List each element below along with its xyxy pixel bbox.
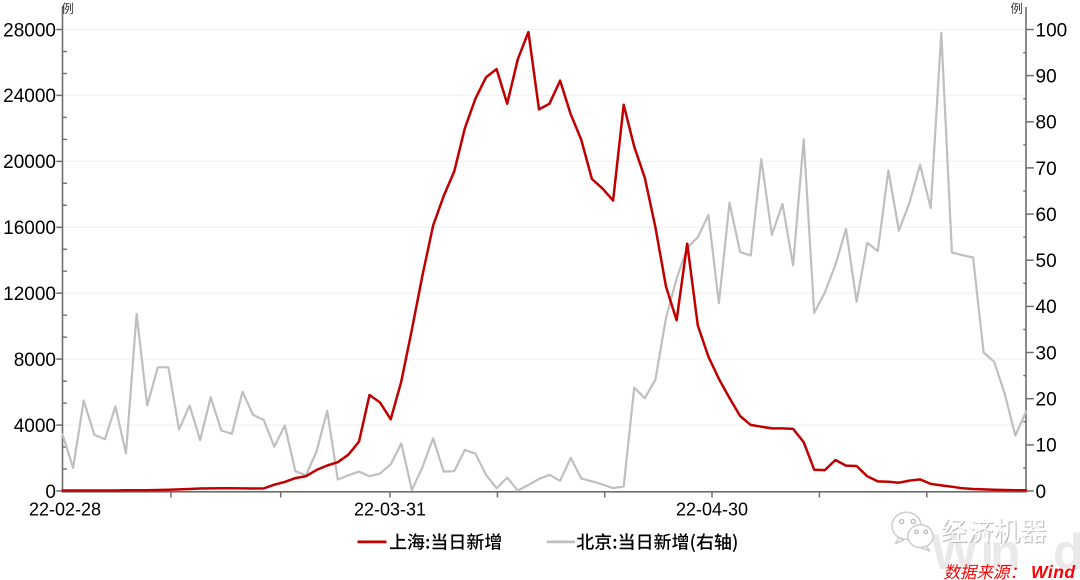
svg-text:24000: 24000	[3, 86, 56, 107]
svg-text:60: 60	[1036, 205, 1057, 226]
svg-text:22-03-31: 22-03-31	[354, 500, 426, 520]
svg-text:50: 50	[1036, 251, 1057, 272]
svg-text:4000: 4000	[14, 416, 56, 437]
svg-text:12000: 12000	[3, 284, 56, 305]
svg-text:40: 40	[1036, 297, 1057, 318]
svg-text:i: i	[981, 524, 995, 580]
svg-text:30: 30	[1036, 343, 1057, 364]
svg-text:100: 100	[1036, 20, 1068, 41]
svg-text:20000: 20000	[3, 152, 56, 173]
svg-text:8000: 8000	[14, 350, 56, 371]
svg-text:80: 80	[1036, 113, 1057, 134]
svg-text:22-04-30: 22-04-30	[676, 500, 748, 520]
svg-text:Wind: Wind	[1031, 562, 1076, 580]
svg-text:16000: 16000	[3, 218, 56, 239]
svg-text:22-02-28: 22-02-28	[29, 500, 101, 520]
svg-text:d: d	[1053, 524, 1080, 580]
svg-text:20: 20	[1036, 390, 1057, 411]
svg-text:0: 0	[45, 482, 56, 503]
svg-text:0: 0	[1036, 482, 1047, 503]
svg-text:90: 90	[1036, 66, 1057, 87]
svg-text:70: 70	[1036, 159, 1057, 180]
svg-text:28000: 28000	[3, 20, 56, 41]
svg-text:10: 10	[1036, 436, 1057, 457]
